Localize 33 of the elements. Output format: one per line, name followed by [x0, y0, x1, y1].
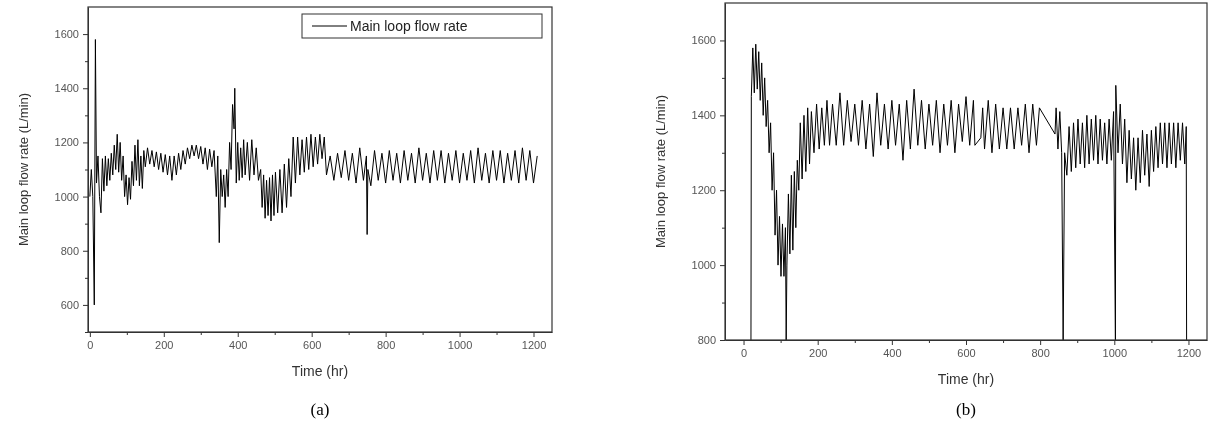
x-tick-label: 1200	[1176, 347, 1202, 359]
x-tick-label: 600	[303, 339, 322, 351]
y-tick-label: 1200	[54, 136, 79, 149]
y-tick-label: 1400	[54, 82, 79, 95]
x-tick-label: 800	[376, 339, 396, 351]
x-tick-label: 0	[87, 339, 94, 351]
y-tick-label: 1600	[691, 34, 716, 47]
x-tick-label: 1000	[1102, 347, 1128, 359]
x-tick-label: 400	[883, 347, 902, 359]
line-series	[89, 39, 538, 306]
x-tick-label: 1200	[521, 339, 547, 351]
x-tick-label: 600	[957, 347, 976, 359]
legend-label: Main loop flow rate	[350, 18, 468, 34]
x-tick-label: 200	[809, 347, 828, 359]
x-tick-label: 0	[740, 347, 748, 359]
x-tick-label: 800	[1031, 347, 1050, 359]
x-axis-title: Time (hr)	[937, 371, 995, 387]
x-tick-label: 200	[155, 339, 174, 351]
y-tick-label: 800	[60, 244, 79, 257]
x-axis-title: Time (hr)	[291, 363, 349, 379]
y-tick-label: 1400	[691, 109, 716, 122]
y-tick-label: 1200	[691, 184, 716, 197]
text: (a)	[310, 400, 330, 419]
y-axis-title: Main loop flow rate (L/min)	[16, 92, 31, 247]
text: (b)	[956, 400, 976, 419]
x-tick-label: 400	[229, 339, 248, 351]
y-tick-label: 600	[60, 298, 79, 311]
y-tick-label: 1000	[54, 190, 79, 203]
y-axis-title: Main loop flow rate (L/min)	[653, 94, 668, 249]
y-tick-label: 1600	[54, 28, 79, 41]
x-tick-label: 1000	[447, 339, 473, 351]
line-series	[750, 43, 1188, 340]
y-tick-label: 1000	[691, 259, 716, 272]
